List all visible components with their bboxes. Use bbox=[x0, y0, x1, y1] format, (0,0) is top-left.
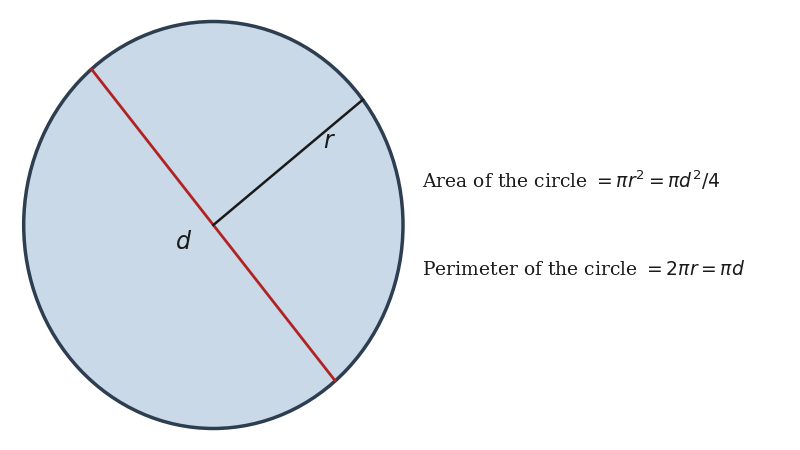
Text: $r$: $r$ bbox=[323, 130, 336, 153]
Text: Area of the circle $= \pi r^2 = \pi d^2/4$: Area of the circle $= \pi r^2 = \pi d^2/… bbox=[422, 169, 720, 192]
Ellipse shape bbox=[24, 22, 403, 428]
Text: $d$: $d$ bbox=[175, 231, 192, 254]
Text: Perimeter of the circle $= 2\pi r = \pi d$: Perimeter of the circle $= 2\pi r = \pi … bbox=[422, 260, 745, 279]
